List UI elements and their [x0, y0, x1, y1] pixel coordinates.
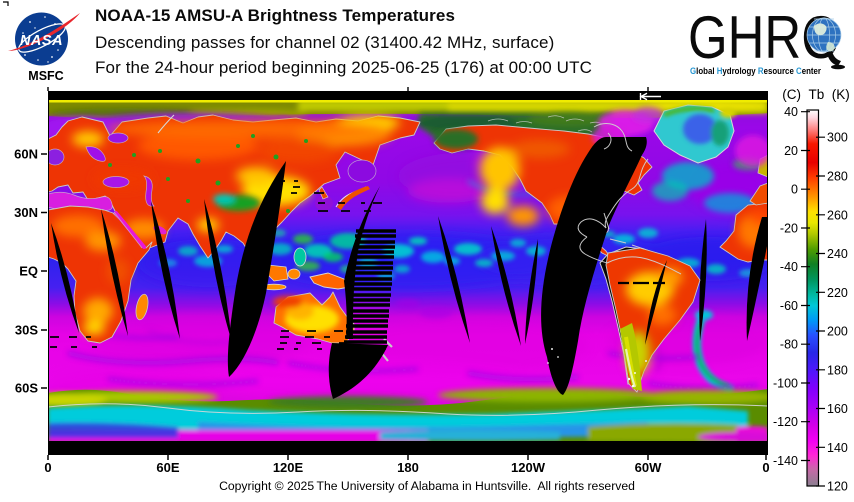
- svg-text:MSFC: MSFC: [28, 69, 63, 83]
- svg-text:240: 240: [827, 247, 848, 261]
- svg-text:0: 0: [762, 460, 769, 475]
- svg-text:-60: -60: [780, 299, 798, 313]
- svg-text:-20: -20: [780, 222, 798, 236]
- svg-text:180: 180: [397, 460, 419, 475]
- svg-text:30S: 30S: [15, 323, 38, 338]
- svg-text:200: 200: [827, 325, 848, 339]
- svg-text:-40: -40: [780, 260, 798, 274]
- svg-text:-100: -100: [773, 377, 798, 391]
- svg-text:60N: 60N: [14, 147, 38, 162]
- svg-text:0: 0: [791, 183, 798, 197]
- svg-text:Global Hydrology Resource Cent: Global Hydrology Resource Center: [690, 66, 821, 76]
- svg-text:140: 140: [827, 441, 848, 455]
- svg-text:-120: -120: [773, 415, 798, 429]
- svg-text:20: 20: [784, 144, 798, 158]
- svg-text:30N: 30N: [14, 205, 38, 220]
- svg-text:120W: 120W: [511, 460, 546, 475]
- svg-text:-80: -80: [780, 338, 798, 352]
- svg-text:EQ: EQ: [19, 264, 38, 279]
- svg-text:220: 220: [827, 286, 848, 300]
- svg-text:300: 300: [827, 131, 848, 145]
- svg-text:160: 160: [827, 402, 848, 416]
- svg-text:180: 180: [827, 363, 848, 377]
- svg-text:60E: 60E: [156, 460, 179, 475]
- svg-text:0: 0: [44, 460, 51, 475]
- svg-text:40: 40: [784, 105, 798, 119]
- svg-text:60W: 60W: [635, 460, 662, 475]
- svg-text:-140: -140: [773, 454, 798, 468]
- svg-text:120: 120: [827, 480, 848, 494]
- svg-text:120E: 120E: [273, 460, 304, 475]
- svg-text:60S: 60S: [15, 381, 38, 396]
- svg-text:260: 260: [827, 208, 848, 222]
- svg-text:(C) Tb (K): (C) Tb (K): [782, 87, 850, 102]
- svg-text:280: 280: [827, 170, 848, 184]
- svg-text:NASA: NASA: [20, 33, 63, 49]
